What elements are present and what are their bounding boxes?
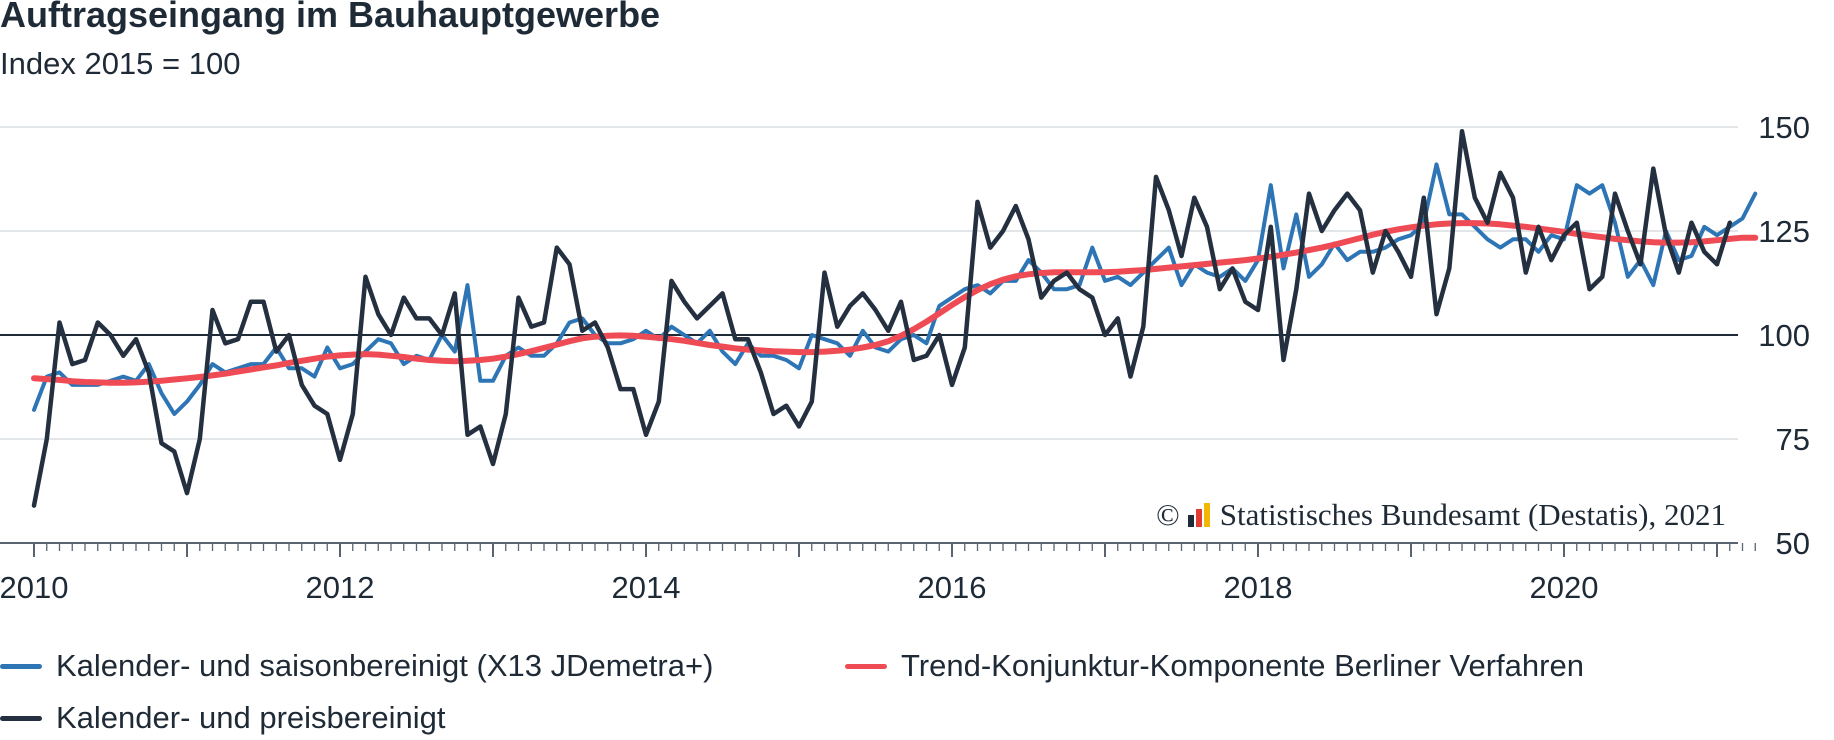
- y-tick-label: 125: [1758, 214, 1810, 249]
- y-axis: 50 75 100 125 150: [1758, 110, 1810, 561]
- destatis-logo-icon: [1187, 503, 1212, 527]
- legend-item-trend: Trend-Konjunktur-Komponente Berliner Ver…: [845, 648, 1584, 684]
- x-tick-label: 2020: [1530, 570, 1599, 605]
- x-tick-label: 2016: [918, 570, 987, 605]
- series-price-adjusted-line: [31, 128, 1733, 508]
- x-tick-label: 2012: [306, 570, 375, 605]
- y-tick-label: 50: [1776, 526, 1810, 561]
- logo-bar: [1187, 515, 1194, 527]
- chart-title: Auftragseingang im Bauhauptgewerbe: [0, 0, 661, 35]
- gridlines: [0, 126, 1738, 440]
- logo-bar: [1203, 503, 1210, 527]
- x-tick-label: 2010: [0, 570, 68, 605]
- legend-label: Kalender- und saisonbereinigt (X13 JDeme…: [56, 648, 714, 683]
- legend-item-price: Kalender- und preisbereinigt: [0, 700, 445, 736]
- y-tick-label: 100: [1758, 318, 1810, 353]
- copyright-text: Statistisches Bundesamt (Destatis), 2021: [1219, 497, 1726, 532]
- copyright-notice: © Statistisches Bundesamt (Destatis), 20…: [1154, 497, 1728, 533]
- copyright-symbol: ©: [1156, 497, 1180, 532]
- legend-swatch: [0, 663, 42, 669]
- x-tick-label: 2018: [1224, 570, 1293, 605]
- legend-label: Kalender- und preisbereinigt: [56, 700, 446, 735]
- series-trend-line: [31, 220, 1759, 386]
- legend-item-seasonal: Kalender- und saisonbereinigt (X13 JDeme…: [0, 648, 713, 684]
- legend-label: Trend-Konjunktur-Komponente Berliner Ver…: [901, 648, 1584, 683]
- chart-subtitle: Index 2015 = 100: [0, 46, 241, 81]
- legend-swatch: [845, 663, 887, 669]
- series-seasonally-adjusted-line: [32, 162, 1758, 416]
- x-axis: 2010 2012 2014 2016 2018 2020: [0, 542, 1756, 605]
- y-tick-label: 75: [1776, 422, 1810, 457]
- legend-swatch: [0, 715, 42, 721]
- logo-bar: [1195, 509, 1202, 527]
- x-tick-label: 2014: [612, 570, 681, 605]
- series-lines: [31, 128, 1759, 508]
- y-tick-label: 150: [1758, 110, 1810, 145]
